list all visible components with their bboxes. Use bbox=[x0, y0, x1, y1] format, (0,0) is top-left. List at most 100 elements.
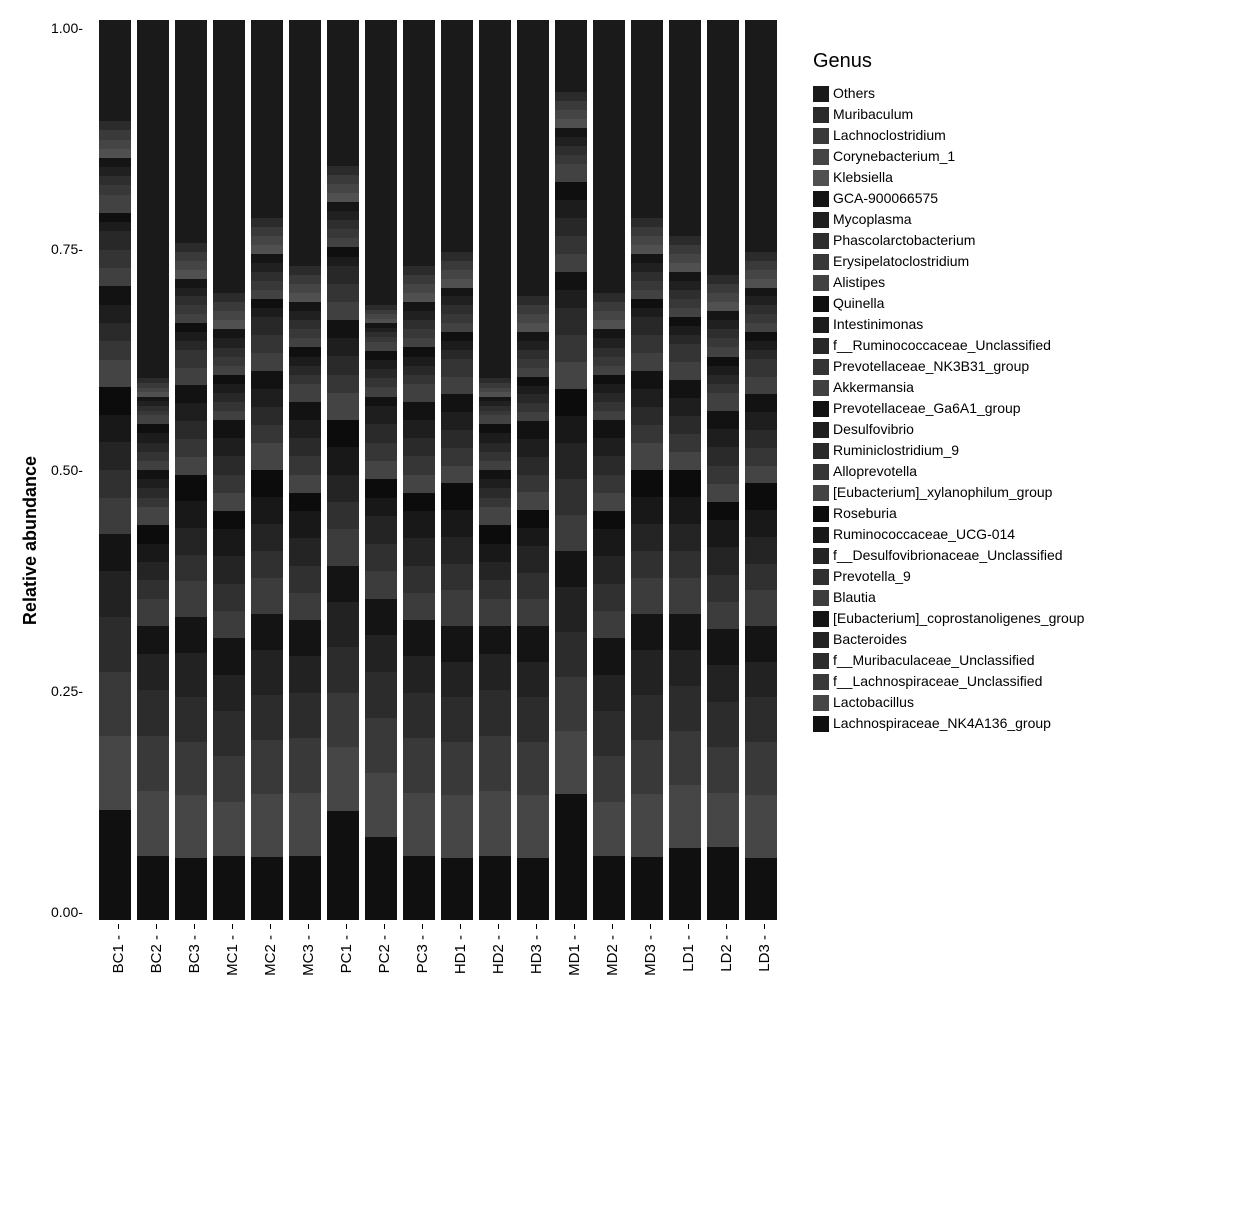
bar-segment bbox=[593, 348, 625, 357]
bar-segment bbox=[479, 461, 511, 470]
bar-segment bbox=[593, 20, 625, 293]
bar-segment bbox=[555, 443, 587, 479]
legend-label: Others bbox=[833, 83, 875, 104]
bar-segment bbox=[175, 261, 207, 270]
bar-segment bbox=[631, 254, 663, 263]
x-tick-label: BC1 - bbox=[110, 935, 127, 973]
bar-segment bbox=[441, 377, 473, 395]
legend-item: Others bbox=[813, 83, 1084, 104]
bar-segment bbox=[213, 529, 245, 556]
bar-segment bbox=[517, 341, 549, 350]
y-tick-label: 0.75- bbox=[51, 241, 83, 257]
bar-segment bbox=[327, 229, 359, 238]
x-tick: PC3 - bbox=[406, 924, 438, 981]
bar-segment bbox=[441, 296, 473, 305]
chart-area: 1.00-0.75-0.50-0.25-0.00- BC1 -BC2 -BC3 … bbox=[51, 20, 783, 981]
legend-swatch bbox=[813, 128, 829, 144]
bar-segment bbox=[403, 402, 435, 420]
bar-segment bbox=[631, 245, 663, 254]
bar-segment bbox=[631, 281, 663, 290]
x-tick-label: MD2 - bbox=[604, 935, 621, 976]
bar-segment bbox=[593, 493, 625, 511]
bar-segment bbox=[707, 357, 739, 366]
legend-item: Phascolarctobacterium bbox=[813, 230, 1084, 251]
legend-swatch bbox=[813, 191, 829, 207]
bar-segment bbox=[517, 475, 549, 493]
bar-segment bbox=[251, 263, 283, 272]
x-tick: MC3 - bbox=[292, 924, 324, 981]
bar-segment bbox=[99, 442, 131, 470]
bar-segment bbox=[327, 375, 359, 393]
bar-segment bbox=[175, 795, 207, 857]
bar-segment bbox=[213, 320, 245, 329]
bar-segment bbox=[327, 320, 359, 338]
bar-segment bbox=[441, 394, 473, 412]
bar-segment bbox=[631, 425, 663, 443]
bar-segment bbox=[99, 571, 131, 617]
bar-segment bbox=[555, 677, 587, 731]
bar-segment bbox=[365, 387, 397, 396]
bar-segment bbox=[707, 447, 739, 465]
bar-segment bbox=[669, 578, 701, 614]
bar-segment bbox=[327, 420, 359, 447]
x-tick-label: HD3 - bbox=[528, 935, 545, 974]
bar-segment bbox=[327, 220, 359, 229]
bar-segment bbox=[365, 360, 397, 369]
bar-segment bbox=[517, 492, 549, 510]
x-tick-mark bbox=[764, 924, 765, 929]
bar-segment bbox=[479, 599, 511, 627]
bar-segment bbox=[707, 311, 739, 320]
bar-segment bbox=[327, 238, 359, 247]
bar-segment bbox=[365, 635, 397, 672]
x-tick: HD2 - bbox=[482, 924, 514, 981]
legend-item: Quinella bbox=[813, 293, 1084, 314]
bar-segment bbox=[99, 231, 131, 249]
legend-item: Akkermansia bbox=[813, 377, 1084, 398]
bar-segment bbox=[403, 20, 435, 265]
bar-segment bbox=[517, 599, 549, 626]
bar-segment bbox=[707, 747, 739, 792]
bar-segment bbox=[555, 137, 587, 146]
bar-segment bbox=[175, 323, 207, 332]
bar-segment bbox=[99, 195, 131, 213]
bar-segment bbox=[327, 166, 359, 175]
bar-segment bbox=[99, 149, 131, 158]
legend-swatch bbox=[813, 359, 829, 375]
bar-segment bbox=[213, 438, 245, 456]
bar-segment bbox=[707, 520, 739, 547]
bar-segment bbox=[555, 794, 587, 920]
bar-segment bbox=[631, 740, 663, 794]
bar-segment bbox=[707, 366, 739, 375]
legend-item: Desulfovibrio bbox=[813, 419, 1084, 440]
bar-segment bbox=[213, 475, 245, 493]
bar-segment bbox=[745, 795, 777, 857]
x-tick-mark bbox=[118, 924, 119, 929]
legend-label: Bacteroides bbox=[833, 629, 907, 650]
bar-segment bbox=[137, 654, 169, 691]
legend-item: Prevotellaceae_NK3B31_group bbox=[813, 356, 1084, 377]
bar-segment bbox=[631, 290, 663, 299]
bar-segment bbox=[745, 466, 777, 484]
bar-segment bbox=[479, 791, 511, 855]
bar-segment bbox=[365, 672, 397, 718]
bar-segment bbox=[251, 290, 283, 299]
x-tick-mark bbox=[726, 924, 727, 929]
bar-segment bbox=[251, 794, 283, 857]
bar-segment bbox=[327, 257, 359, 266]
legend-swatch bbox=[813, 695, 829, 711]
bar-segment bbox=[707, 502, 739, 520]
bar-segment bbox=[517, 858, 549, 920]
bar-segment bbox=[403, 566, 435, 593]
bar-column bbox=[327, 20, 359, 920]
bar-segment bbox=[251, 551, 283, 578]
bar-segment bbox=[707, 320, 739, 329]
bar-column bbox=[251, 20, 283, 920]
bar-segment bbox=[441, 350, 473, 359]
bar-segment bbox=[289, 357, 321, 366]
bar-segment bbox=[517, 697, 549, 742]
bar-segment bbox=[517, 305, 549, 314]
bar-column bbox=[593, 20, 625, 920]
bar-segment bbox=[289, 738, 321, 793]
bar-segment bbox=[593, 584, 625, 611]
bar-segment bbox=[555, 119, 587, 128]
